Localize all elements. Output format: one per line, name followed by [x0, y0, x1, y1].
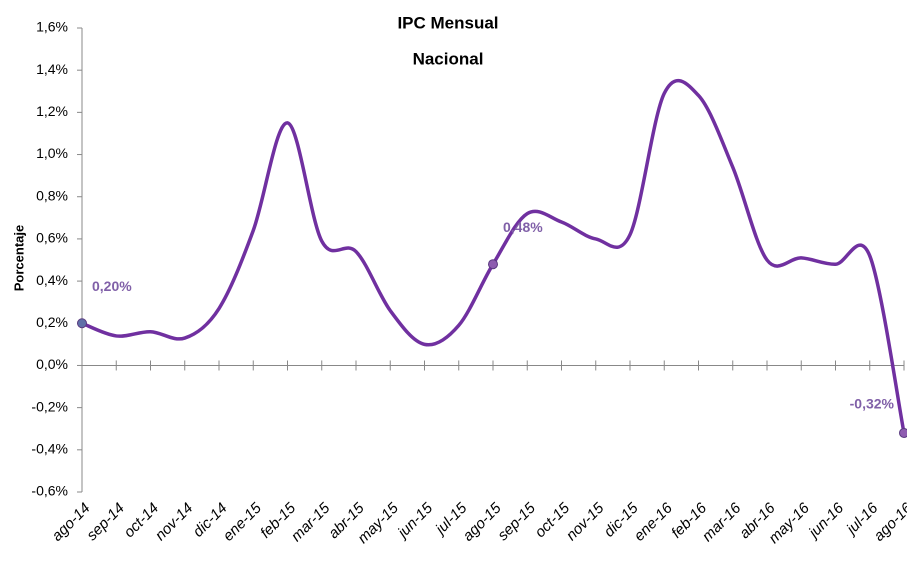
- data-label: -0,32%: [850, 396, 895, 412]
- y-tick-label: 0,6%: [36, 230, 68, 246]
- data-label: 0,20%: [92, 278, 132, 294]
- y-tick-label: 1,6%: [36, 19, 68, 35]
- x-tick-label: nov-14: [152, 500, 196, 544]
- marker: [488, 259, 498, 270]
- chart-subtitle: Nacional: [413, 49, 484, 68]
- x-tick-label: ago-15: [460, 499, 506, 545]
- x-tick-label: sep-15: [494, 499, 539, 544]
- x-tick-label: jun-15: [393, 499, 436, 542]
- x-tick-label: sep-14: [83, 500, 127, 544]
- chart-title: IPC Mensual: [397, 13, 498, 32]
- y-tick-label: 0,4%: [36, 272, 68, 288]
- x-tick-label: jun-16: [804, 499, 847, 542]
- x-tick-label: mar-16: [699, 499, 745, 545]
- y-tick-label: 0,2%: [36, 314, 68, 330]
- y-tick-label: 1,0%: [36, 145, 68, 161]
- y-tick-label: -0,6%: [31, 483, 68, 499]
- marker: [899, 427, 907, 438]
- line: [81, 78, 906, 434]
- y-tick-label: 0,0%: [36, 356, 68, 372]
- y-tick-label: 1,2%: [36, 103, 68, 119]
- marker: [77, 318, 87, 329]
- y-tick-label: -0,4%: [31, 441, 68, 457]
- x-tick-label: ene-16: [631, 499, 677, 545]
- data-label: 0,48%: [503, 219, 543, 235]
- x-tick-label: nov-15: [563, 499, 608, 544]
- y-tick-label: 0,8%: [36, 187, 68, 203]
- y-tick-label: -0,2%: [31, 398, 68, 414]
- y-tick-label: 1,4%: [36, 61, 68, 77]
- y-axis-label: Porcentaje: [11, 225, 26, 291]
- x-tick-label: ago-14: [49, 500, 94, 545]
- x-tick-label: mar-15: [288, 499, 334, 545]
- x-tick-label: ago-16: [871, 499, 907, 545]
- x-tick-label: ene-15: [220, 499, 266, 545]
